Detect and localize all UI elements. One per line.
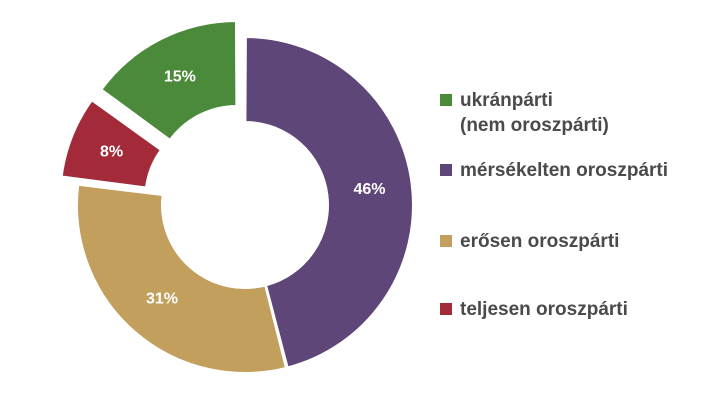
donut-slice-erosen	[76, 183, 288, 374]
legend-label-mersekelten: mérsékelten oroszpárti	[460, 160, 669, 181]
legend-label-teljesen: teljesen oroszpárti	[460, 299, 628, 320]
donut-slice-mersekelten	[244, 35, 414, 369]
legend-swatch-ukranparti	[440, 94, 452, 106]
legend-label-ukranparti-line1: ukránpárti	[460, 90, 553, 111]
slice-label-erosen: 31%	[146, 291, 178, 308]
donut-slice-teljesen	[60, 98, 163, 189]
legend-swatch-erosen	[440, 235, 452, 247]
legend-swatch-teljesen	[440, 303, 452, 315]
legend-item-teljesen: teljesen oroszpárti	[440, 297, 628, 322]
legend-item-erosen: erősen oroszpárti	[440, 229, 619, 254]
slice-label-mersekelten: 46%	[353, 181, 385, 198]
slice-label-teljesen: 8%	[100, 144, 123, 161]
legend-label-erosen: erősen oroszpárti	[460, 231, 620, 252]
donut-slice-ukranparti	[100, 19, 238, 142]
slice-label-ukranparti: 15%	[164, 69, 196, 86]
legend-item-ukranparti: ukránpárti (nem oroszpárti)	[440, 88, 609, 138]
legend-label-ukranparti-line2: (nem oroszpárti)	[460, 115, 609, 136]
legend-swatch-mersekelten	[440, 164, 452, 176]
legend-item-mersekelten: mérsékelten oroszpárti	[440, 158, 668, 183]
